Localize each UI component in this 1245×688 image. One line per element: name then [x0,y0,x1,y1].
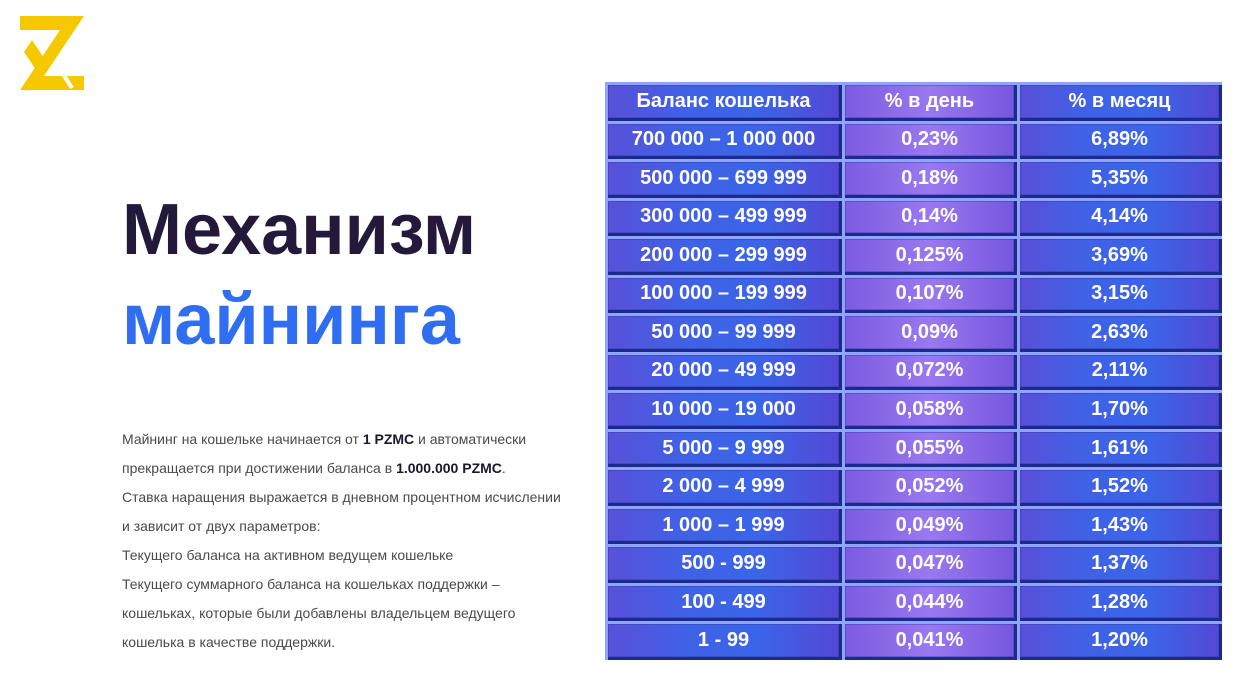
table-cell: 5 000 – 9 999 [605,428,842,468]
table-cell: 1,28% [1017,582,1222,622]
bold-text: 1.000.000 PZMC [396,460,502,476]
table-cell: 20 000 – 49 999 [605,351,842,391]
logo [20,16,84,90]
table-cell: 0,23% [842,120,1017,160]
text: Майнинг на кошельке начинается от [122,431,363,447]
table-cell: 4,14% [1017,197,1222,237]
header-cell: % в месяц [1017,82,1222,121]
intro-paragraph: Майнинг на кошельке начинается от 1 PZMC… [122,425,562,483]
table-cell: 0,125% [842,236,1017,275]
table-cell: 100 000 – 199 999 [605,274,842,314]
table-cell: 50 000 – 99 999 [605,313,842,352]
intro-paragraph: Текущего суммарного баланса на кошельках… [122,576,516,650]
title-line: майнинга [122,280,460,360]
title-line: Механизм [122,190,477,270]
bold-text: 1 PZMC [362,431,415,447]
table-cell: 2 000 – 4 999 [605,467,842,506]
table-cell: 0,052% [842,467,1017,506]
table-cell: 500 000 – 699 999 [605,159,842,198]
table-cell: 1 000 – 1 999 [605,505,842,545]
table-cell: 1,70% [1017,390,1222,429]
table-cell: 0,044% [842,582,1017,622]
table-cell: 0,09% [842,313,1017,352]
text: и автоматически прекращается при достиже… [122,431,527,476]
table-cell: 5,35% [1017,159,1222,198]
table-cell: 1,20% [1017,621,1222,660]
table-cell: 0,041% [842,621,1017,660]
table-cell: 0,072% [842,351,1017,391]
table-cell: 0,055% [842,428,1017,468]
table-cell: 0,14% [842,197,1017,237]
table-cell: 2,63% [1017,313,1222,352]
table-cell: 0,047% [842,544,1017,583]
intro-paragraph: Текущего баланса на активном ведущем кош… [122,547,454,563]
text: . [501,460,506,476]
table-cell: 6,89% [1017,120,1222,160]
table-cell: 100 - 499 [605,582,842,622]
table-cell: 10 000 – 19 000 [605,390,842,429]
table-cell: 300 000 – 499 999 [605,197,842,237]
table-cell: 0,058% [842,390,1017,429]
rates-table: Баланс кошелька% в день% в месяц 700 000 … [605,82,1222,660]
table-cell: 700 000 – 1 000 000 [605,120,842,160]
table-cell: 0,107% [842,274,1017,314]
intro-paragraph: Ставка наращения выражается в дневном пр… [122,489,561,534]
table-cell: 500 - 999 [605,544,842,583]
table-cell: 1 - 99 [605,621,842,660]
intro-text: Майнинг на кошельке начинается от 1 PZMC… [122,425,562,657]
table-cell: 1,61% [1017,428,1222,468]
table-cell: 0,18% [842,159,1017,198]
header-cell: Баланс кошелька [605,82,842,121]
table-cell: 2,11% [1017,351,1222,391]
table-cell: 1,37% [1017,544,1222,583]
table-cell: 200 000 – 299 999 [605,236,842,275]
table-cell: 1,52% [1017,467,1222,506]
table-cell: 1,43% [1017,505,1222,545]
header-cell: % в день [842,82,1017,121]
table-cell: 3,69% [1017,236,1222,275]
table-cell: 0,049% [842,505,1017,545]
table-cell: 3,15% [1017,274,1222,314]
